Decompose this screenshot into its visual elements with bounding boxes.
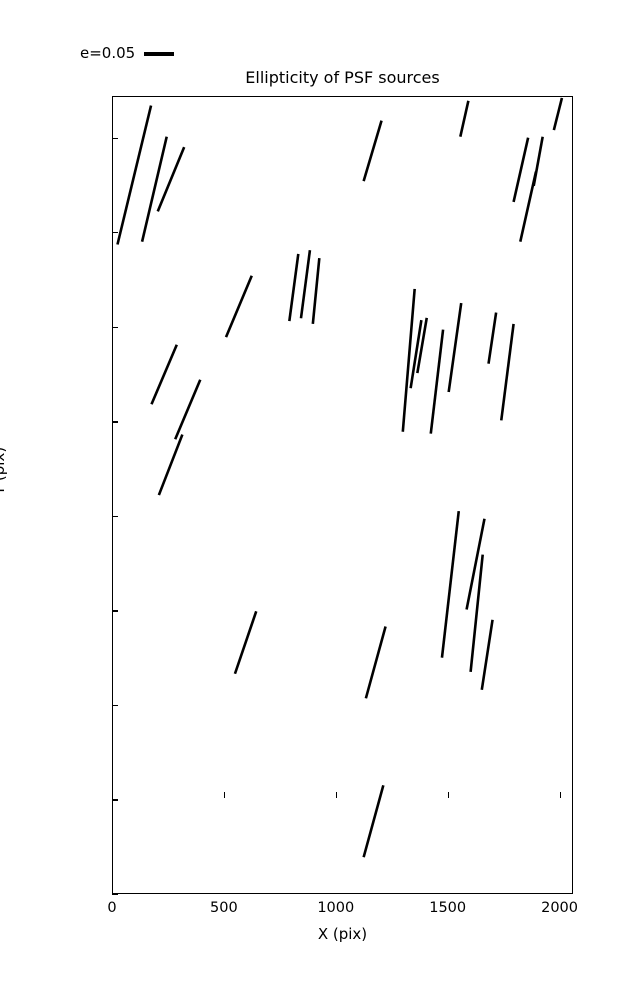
whisker-segment — [174, 379, 202, 440]
whisker-segment — [469, 554, 484, 672]
legend-label: e=0.05 — [80, 44, 136, 62]
whisker-segment — [459, 100, 470, 137]
whisker-segment — [224, 275, 253, 338]
whisker-segment — [532, 136, 544, 187]
whisker-segment — [552, 97, 564, 131]
whisker-segment — [416, 317, 429, 374]
y-axis-label: Y (pix) — [0, 446, 8, 495]
x-tick-label: 1500 — [429, 900, 467, 916]
page-title: Ellipticity of PSF sources — [245, 68, 440, 87]
x-tick-label: 500 — [210, 900, 238, 916]
x-tick-label: 1000 — [317, 900, 355, 916]
whisker-segment — [447, 302, 463, 393]
whisker-segment — [150, 344, 178, 405]
whisker-segment — [140, 136, 168, 242]
whisker-segment — [401, 288, 416, 432]
whisker-segment — [362, 784, 385, 858]
y-tick-mark — [112, 799, 118, 801]
x-tick-mark — [223, 792, 226, 798]
x-tick-mark — [447, 792, 449, 798]
y-tick-mark — [112, 137, 118, 139]
plot-area — [112, 96, 573, 894]
y-tick-mark — [112, 704, 118, 707]
whisker-segment — [299, 250, 312, 319]
whisker-segment — [499, 323, 515, 421]
x-tick-mark — [559, 792, 561, 798]
whisker-segment — [512, 137, 530, 203]
y-tick-mark — [112, 610, 118, 612]
whisker-segment — [440, 510, 461, 658]
whisker-segment — [311, 257, 321, 325]
whisker-segment — [364, 626, 387, 699]
x-tick-mark — [335, 792, 338, 798]
whisker-segment — [288, 253, 300, 322]
whisker-segment — [362, 120, 383, 182]
x-axis-label: X (pix) — [317, 925, 368, 943]
y-tick-mark — [112, 326, 118, 328]
whisker-segment — [480, 619, 494, 691]
whisker-segment — [465, 518, 486, 610]
whisker-segment — [409, 319, 423, 389]
x-tick-mark — [112, 792, 114, 798]
y-tick-mark — [112, 232, 118, 234]
whisker-segment — [157, 434, 184, 496]
legend: e=0.05 — [80, 44, 175, 62]
x-tick-label: 0 — [107, 900, 117, 916]
whisker-segment — [116, 105, 153, 245]
x-tick-label: 2000 — [541, 900, 579, 916]
y-tick-mark — [112, 421, 118, 423]
whisker-segment — [487, 312, 498, 364]
y-tick-mark — [112, 515, 118, 518]
whisker-scale-bar-icon — [144, 51, 175, 56]
whisker-segment — [429, 329, 445, 434]
whisker-segment — [156, 146, 186, 212]
y-tick-mark — [112, 894, 118, 896]
whisker-layer — [116, 97, 564, 858]
whisker-segment — [233, 610, 258, 675]
